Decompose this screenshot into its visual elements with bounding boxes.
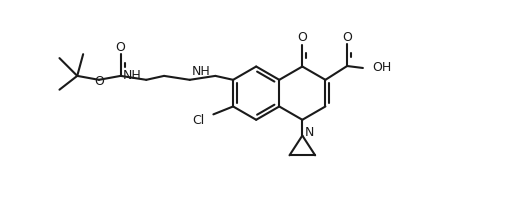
Text: O: O [297,31,307,44]
Text: NH: NH [122,69,141,82]
Text: NH: NH [191,66,210,78]
Text: O: O [94,75,104,88]
Text: OH: OH [371,62,390,74]
Text: Cl: Cl [192,114,204,127]
Text: O: O [341,31,351,44]
Text: N: N [304,126,313,139]
Text: O: O [116,41,125,54]
